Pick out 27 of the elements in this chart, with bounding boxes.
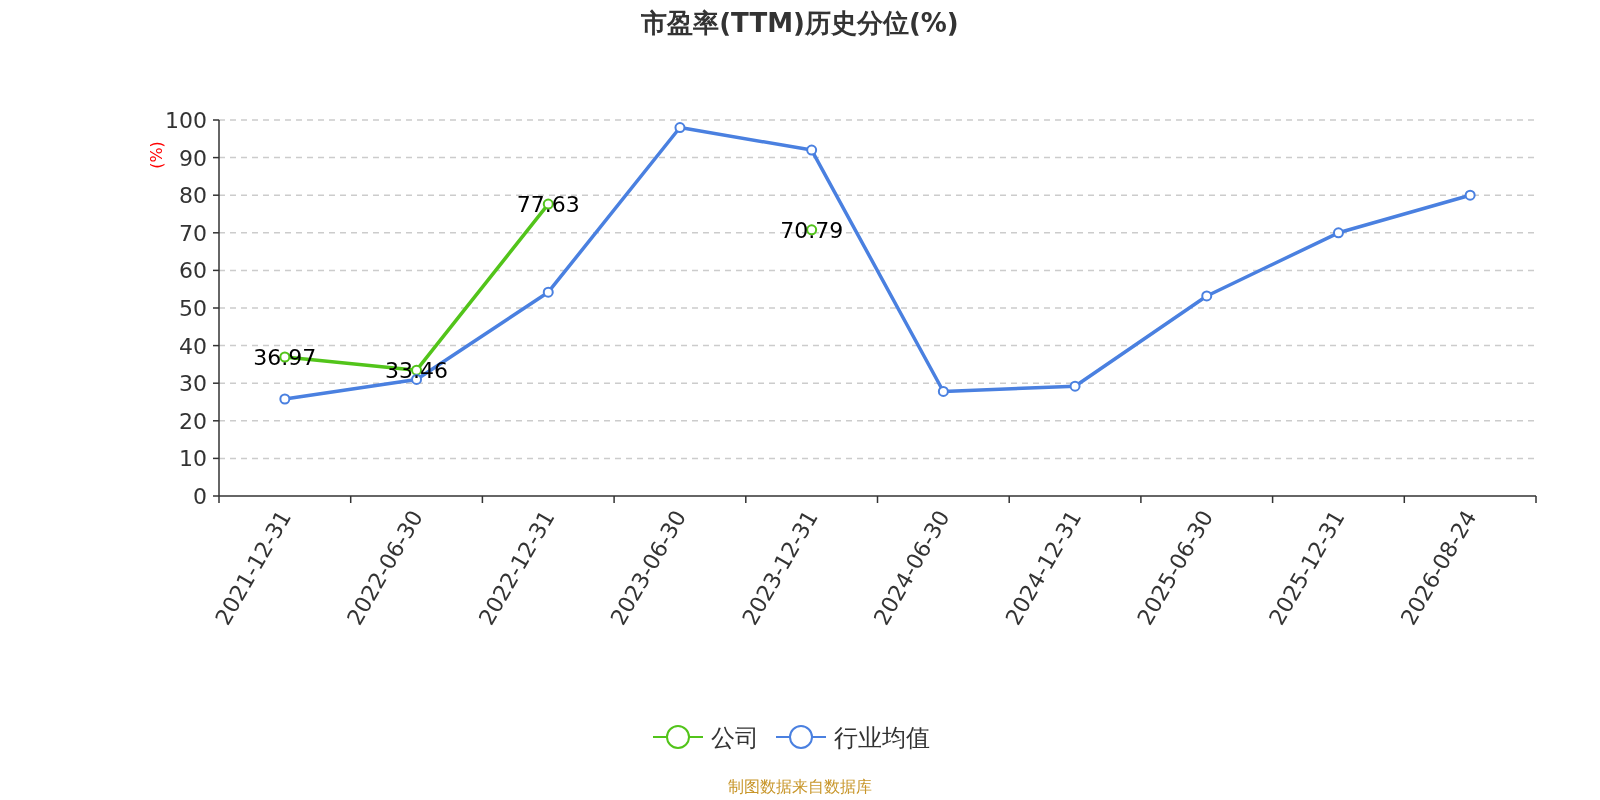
point [542, 286, 554, 298]
point [1464, 189, 1476, 201]
point [1332, 227, 1344, 239]
y-tick-label: 0 [193, 484, 207, 509]
y-tick-label: 50 [179, 296, 207, 321]
legend-label: 行业均值 [834, 724, 930, 752]
y-tick-label: 90 [179, 145, 207, 171]
y-tick-label: 80 [179, 183, 207, 209]
point [1069, 380, 1081, 392]
data-label: 70.79 [780, 217, 844, 243]
y-tick-label: 100 [165, 108, 207, 133]
y-tick-label: 70 [179, 220, 207, 246]
legend-label: 公司 [711, 724, 759, 752]
y-tick-label: 20 [179, 408, 207, 434]
data-label: 36.97 [253, 344, 317, 370]
y-tick-label: 40 [179, 333, 207, 359]
point [1201, 290, 1213, 302]
y-tick-label: 30 [179, 371, 207, 397]
y-tick-label: 60 [179, 258, 207, 284]
y-tick-label: 10 [179, 446, 207, 472]
point [937, 385, 949, 397]
text: 制图数据来自数据库 [728, 777, 872, 796]
point [279, 393, 291, 405]
point [806, 144, 818, 156]
chart-title: 市盈率(TTM)历史分位(%) [640, 8, 959, 38]
point [674, 122, 686, 134]
y-axis-title: (%) [147, 141, 166, 169]
